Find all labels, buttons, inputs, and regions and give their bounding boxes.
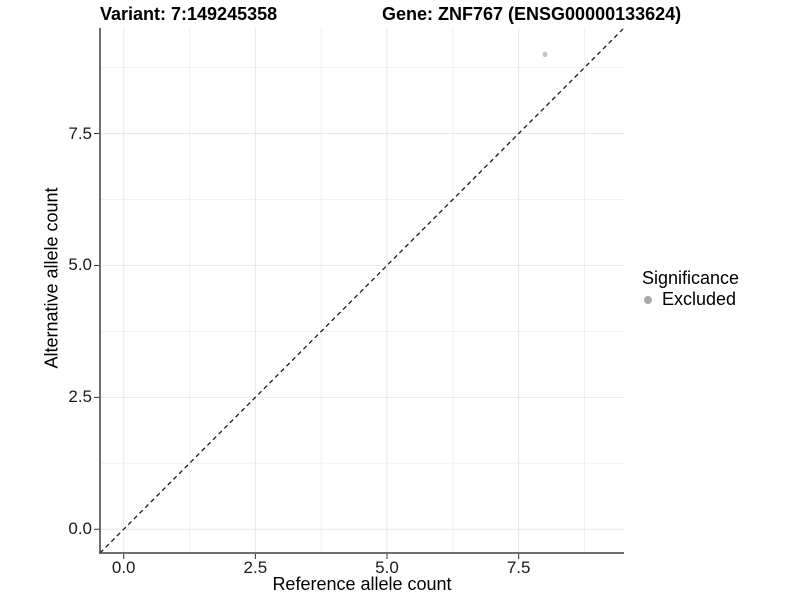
legend-item: Excluded	[641, 289, 739, 311]
plot-title-gene: Gene: ZNF767 (ENSG00000133624)	[382, 4, 682, 24]
y-tick-label: 7.5	[68, 123, 92, 143]
identity-dashed-line	[99, 27, 625, 554]
legend: Significance Excluded	[641, 268, 739, 311]
y-tick-label: 0.0	[68, 519, 92, 539]
x-tick-label: 5.0	[375, 558, 399, 577]
legend-title: Significance	[642, 268, 740, 288]
plot-title-variant: Variant: 7:149245358	[100, 4, 278, 24]
y-tick-label: 2.5	[68, 387, 92, 407]
legend-items: Excluded	[641, 289, 739, 311]
y-tick-label: 5.0	[68, 255, 92, 275]
legend-key-dot-icon	[644, 296, 652, 305]
x-axis-title: Reference allele count	[272, 574, 452, 594]
legend-item-label: Excluded	[662, 289, 737, 310]
x-tick-label: 2.5	[243, 558, 268, 577]
y-axis-title: Alternative allele count	[41, 187, 62, 369]
x-tick-label: 7.5	[506, 558, 531, 577]
x-tick-label: 0.0	[111, 558, 136, 577]
data-point	[542, 51, 548, 57]
